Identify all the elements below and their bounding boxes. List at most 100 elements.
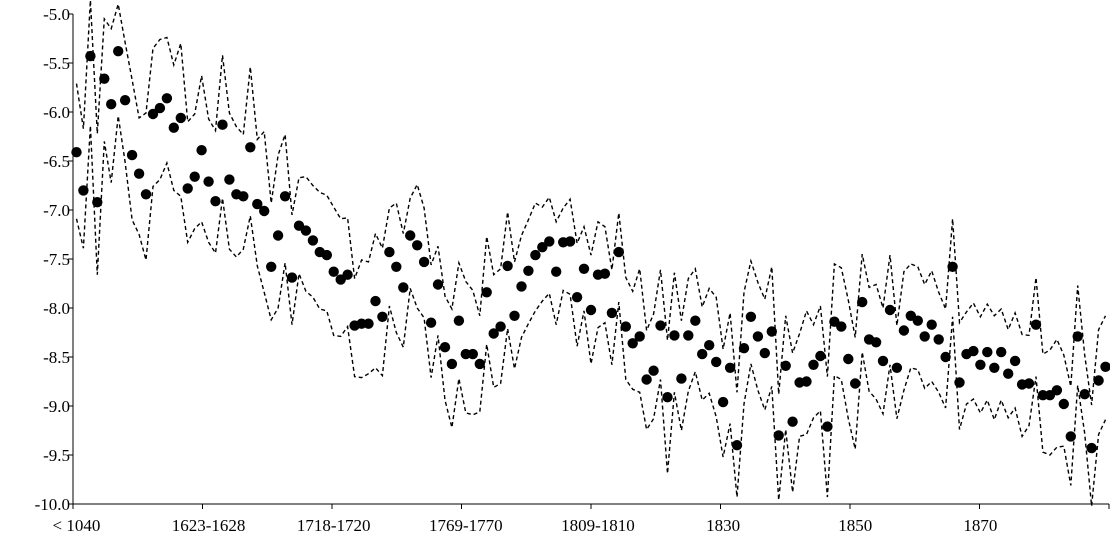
data-point <box>1058 398 1070 410</box>
data-point <box>870 337 882 348</box>
data-point <box>168 122 179 133</box>
data-point <box>140 189 152 200</box>
data-point <box>1009 355 1021 367</box>
data-point <box>196 145 207 156</box>
data-point <box>815 350 826 362</box>
data-point <box>711 356 722 368</box>
data-point <box>738 343 750 354</box>
data-point <box>272 230 284 241</box>
data-point <box>613 246 624 258</box>
data-point <box>161 93 173 104</box>
data-point <box>537 242 548 253</box>
data-point <box>571 292 583 303</box>
data-point <box>912 315 923 326</box>
data-point <box>884 304 896 316</box>
data-point <box>996 346 1007 358</box>
confidence-bands <box>75 0 1107 507</box>
y-tick-label: -6.5 <box>43 152 70 171</box>
data-point <box>773 430 784 441</box>
data-point <box>210 196 221 207</box>
x-axis-ticks: < 1040 1623-1628 1718-1720 1769-1770 1809-18… <box>53 504 1110 535</box>
data-point <box>488 328 499 339</box>
data-point <box>690 315 701 326</box>
data-point <box>898 325 910 336</box>
data-point <box>982 346 993 358</box>
data-point <box>669 330 680 341</box>
x-tick-label: 1718-1720 <box>297 516 371 535</box>
data-point <box>676 373 687 384</box>
y-tick-label: -9.5 <box>43 446 70 465</box>
data-point <box>224 174 235 185</box>
data-point <box>391 261 402 272</box>
data-point <box>1086 442 1097 454</box>
data-point <box>724 362 736 373</box>
data-point <box>1023 378 1035 389</box>
data-point <box>766 326 777 337</box>
data-point <box>662 392 673 403</box>
data-point <box>509 310 520 321</box>
data-point <box>384 246 395 258</box>
data-point <box>704 340 715 351</box>
y-tick-label: -6.0 <box>43 103 70 122</box>
data-point <box>279 191 291 202</box>
data-point <box>99 73 110 84</box>
data-point <box>307 235 319 246</box>
data-point <box>933 334 944 345</box>
data-point <box>119 95 131 106</box>
data-point <box>1100 361 1110 372</box>
data-point <box>989 362 1000 373</box>
data-point <box>453 315 465 326</box>
data-point <box>446 358 458 370</box>
data-point <box>634 331 645 342</box>
data-point <box>217 119 228 130</box>
data-point <box>606 307 618 319</box>
data-point <box>1072 331 1083 342</box>
data-point <box>321 249 332 261</box>
data-point <box>147 108 159 120</box>
data-point <box>683 330 694 341</box>
data-point <box>919 331 930 342</box>
data-point <box>891 362 903 373</box>
data-point <box>836 321 847 332</box>
data-point <box>370 295 381 307</box>
data-point <box>578 263 590 274</box>
data-point <box>516 281 527 292</box>
data-points <box>71 46 1110 454</box>
x-tick-label: 1850 <box>838 516 872 535</box>
data-point <box>620 321 631 332</box>
data-point <box>432 279 444 290</box>
data-point <box>843 353 854 365</box>
data-point <box>940 351 951 363</box>
data-point <box>585 304 597 316</box>
data-point <box>245 142 256 153</box>
data-point <box>523 265 534 276</box>
data-point <box>405 230 416 241</box>
data-point <box>752 331 764 342</box>
data-point <box>363 318 374 329</box>
y-tick-label: -5.5 <box>43 54 70 73</box>
x-tick-label: < 1040 <box>53 516 101 535</box>
data-point <box>467 348 478 360</box>
data-point <box>495 321 506 332</box>
data-point <box>808 359 819 370</box>
data-point <box>189 171 200 182</box>
y-tick-label: -8.5 <box>43 348 70 367</box>
data-point <box>968 345 979 357</box>
data-point <box>648 365 659 376</box>
data-point <box>238 191 249 202</box>
y-tick-label: -7.5 <box>43 250 70 269</box>
data-point <box>850 378 861 389</box>
data-point <box>92 197 103 208</box>
data-point <box>822 421 833 432</box>
data-point <box>717 396 729 408</box>
y-tick-label: -9.0 <box>43 397 70 416</box>
data-point <box>398 282 409 293</box>
data-point <box>697 348 708 360</box>
data-point <box>481 287 492 298</box>
data-point <box>502 260 513 272</box>
data-point <box>377 311 388 322</box>
data-point <box>599 268 611 279</box>
data-point <box>71 147 82 158</box>
data-point <box>154 102 166 114</box>
data-point <box>203 176 214 187</box>
